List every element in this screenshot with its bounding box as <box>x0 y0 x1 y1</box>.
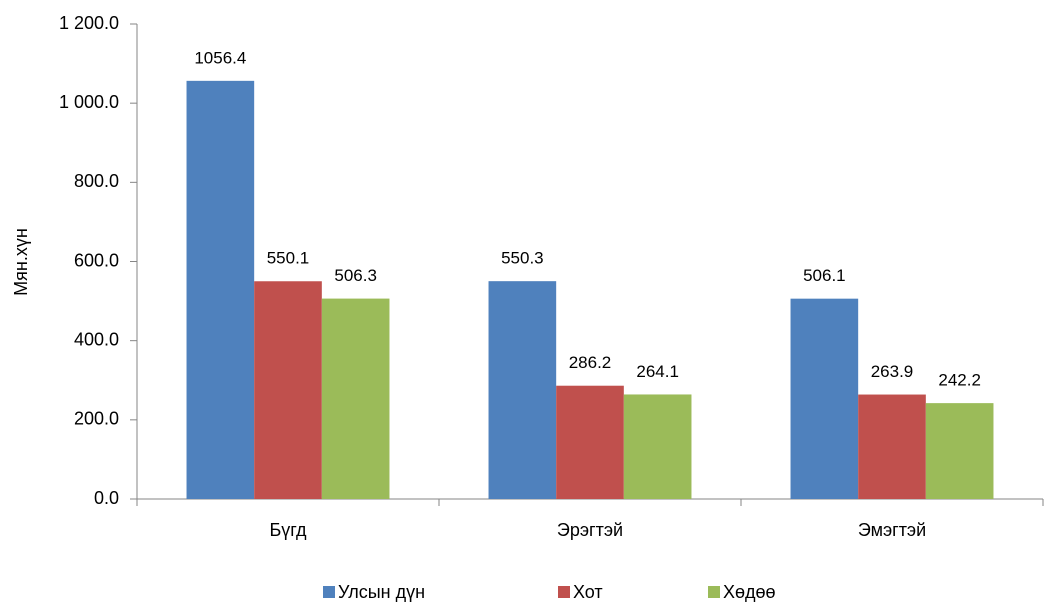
data-label: 264.1 <box>636 362 679 381</box>
bar <box>858 394 926 499</box>
x-tick-label: Эрэгтэй <box>557 520 623 540</box>
bar <box>254 281 322 499</box>
x-tick-label: Бүгд <box>269 520 307 540</box>
y-tick-label: 200.0 <box>74 409 119 429</box>
legend-swatch <box>558 586 570 598</box>
bar <box>790 298 859 499</box>
bar <box>556 385 624 499</box>
bar <box>623 394 692 499</box>
data-label: 263.9 <box>871 362 914 381</box>
legend-swatch <box>708 586 720 598</box>
data-label: 286.2 <box>569 353 612 372</box>
legend-swatch <box>323 586 335 598</box>
data-label: 242.2 <box>938 371 981 390</box>
legend-label: Улсын дүн <box>338 582 425 602</box>
data-label: 550.3 <box>501 249 544 268</box>
bar <box>186 80 255 499</box>
legend-label: Хот <box>573 582 603 602</box>
bar <box>488 281 557 499</box>
bar <box>925 403 994 499</box>
y-tick-label: 1 000.0 <box>59 92 119 112</box>
y-tick-label: 600.0 <box>74 250 119 270</box>
data-label: 506.3 <box>334 266 377 285</box>
x-tick-label: Эмэгтэй <box>858 520 926 540</box>
y-tick-label: 400.0 <box>74 329 119 349</box>
y-tick-label: 800.0 <box>74 171 119 191</box>
legend-label: Хөдөө <box>723 582 776 602</box>
data-label: 506.1 <box>803 266 846 285</box>
y-tick-label: 0.0 <box>94 488 119 508</box>
y-tick-label: 1 200.0 <box>59 13 119 33</box>
data-label: 1056.4 <box>194 48 246 67</box>
y-axis-label: Мян.хүн <box>11 228 31 296</box>
bar <box>321 298 390 499</box>
data-label: 550.1 <box>267 249 310 268</box>
